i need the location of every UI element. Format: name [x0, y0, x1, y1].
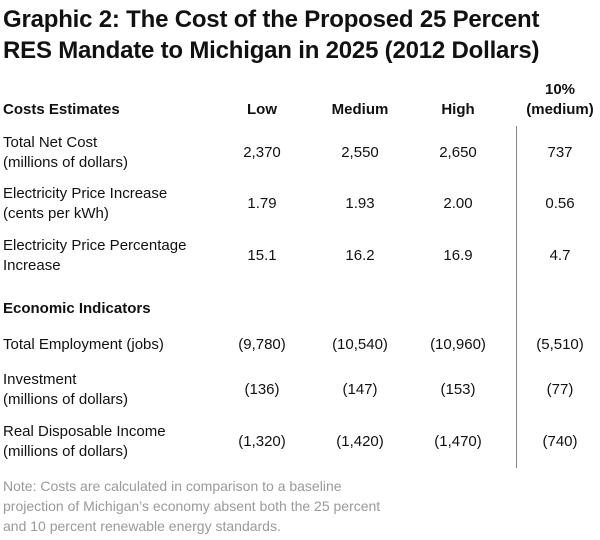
- page-title: Graphic 2: The Cost of the Proposed 25 P…: [3, 4, 597, 66]
- value-ten: 737: [547, 144, 573, 161]
- row-sublabel: (millions of dollars): [3, 154, 129, 171]
- footnote-line-1: Note: Costs are calculated in comparison…: [3, 478, 342, 494]
- column-header-high: High: [441, 101, 475, 118]
- economic-indicators-header: Economic Indicators: [3, 300, 151, 317]
- value-low: 2,370: [243, 144, 281, 161]
- value-ten: (5,510): [536, 336, 584, 353]
- value-high: (10,960): [430, 336, 486, 353]
- title-line-2: RES Mandate to Michigan in 2025 (2012 Do…: [3, 37, 540, 64]
- column-header-medium: Medium: [331, 101, 389, 118]
- footnote-line-3: and 10 percent renewable energy standard…: [3, 518, 281, 534]
- value-low: (136): [244, 381, 280, 398]
- row-label: Total Net Cost: [3, 134, 98, 151]
- value-high: (1,470): [434, 433, 482, 450]
- value-medium: (1,420): [336, 433, 384, 450]
- column-divider: [516, 126, 517, 468]
- costs-estimates-header: Costs Estimates: [3, 101, 120, 118]
- value-low: (9,780): [238, 336, 286, 353]
- row-label: Investment: [3, 371, 77, 388]
- value-ten: (77): [546, 381, 574, 398]
- row-sublabel: (cents per kWh): [3, 205, 109, 222]
- value-low: 1.79: [247, 195, 277, 212]
- row-label: Total Employment (jobs): [3, 336, 164, 353]
- value-medium: 16.2: [345, 247, 375, 264]
- value-high: 2,650: [439, 144, 477, 161]
- value-medium: (147): [342, 381, 378, 398]
- column-header-ten-medium: (medium): [526, 101, 594, 118]
- column-header-low: Low: [247, 101, 277, 118]
- footnote-line-2: projection of Michigan’s economy absent …: [3, 498, 381, 514]
- column-header-ten-percent: 10%: [544, 81, 576, 98]
- value-medium: (10,540): [332, 336, 388, 353]
- row-sublabel: Increase: [3, 257, 61, 274]
- value-medium: 1.93: [345, 195, 375, 212]
- value-high: 2.00: [443, 195, 473, 212]
- value-ten: (740): [542, 433, 578, 450]
- value-low: (1,320): [238, 433, 286, 450]
- value-ten: 4.7: [549, 247, 571, 264]
- value-medium: 2,550: [341, 144, 379, 161]
- value-high: 16.9: [443, 247, 473, 264]
- footnote: Note: Costs are calculated in comparison…: [3, 476, 593, 536]
- row-sublabel: (millions of dollars): [3, 391, 129, 408]
- value-low: 15.1: [247, 247, 277, 264]
- value-high: (153): [440, 381, 476, 398]
- row-sublabel: (millions of dollars): [3, 443, 129, 460]
- title-line-1: Graphic 2: The Cost of the Proposed 25 P…: [3, 6, 540, 33]
- row-label: Real Disposable Income: [3, 423, 166, 440]
- row-label: Electricity Price Percentage: [3, 237, 187, 254]
- row-label: Electricity Price Increase: [3, 185, 168, 202]
- value-ten: 0.56: [545, 195, 575, 212]
